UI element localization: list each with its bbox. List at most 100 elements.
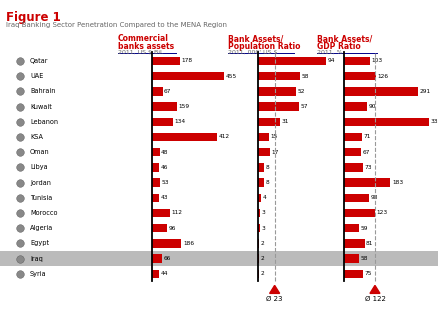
Text: 291: 291	[419, 89, 431, 94]
Bar	[344, 87, 418, 96]
Text: 31: 31	[282, 119, 290, 124]
Text: Kuwait: Kuwait	[30, 104, 52, 110]
Bar	[258, 163, 264, 172]
Bar	[344, 270, 363, 278]
Text: Algeria: Algeria	[30, 225, 53, 231]
Text: Ø 23: Ø 23	[266, 295, 283, 301]
Bar	[344, 133, 362, 141]
Text: 90: 90	[368, 104, 376, 109]
Bar	[258, 209, 260, 217]
Text: 103: 103	[371, 58, 383, 63]
Bar	[152, 163, 159, 172]
Bar	[258, 148, 270, 156]
Text: Bank Assets/: Bank Assets/	[317, 34, 372, 43]
Bar	[258, 270, 259, 278]
Text: 53: 53	[162, 180, 170, 185]
Text: Tunisia: Tunisia	[30, 195, 52, 201]
Bar	[152, 239, 181, 248]
Text: 48: 48	[161, 150, 169, 155]
Bar	[152, 148, 159, 156]
Text: 81: 81	[366, 241, 374, 246]
Bar	[152, 72, 224, 80]
Text: 8: 8	[265, 180, 269, 185]
Bar	[344, 194, 369, 202]
Bar	[344, 209, 375, 217]
Text: Jordan: Jordan	[30, 180, 51, 186]
Text: 52: 52	[297, 89, 304, 94]
Text: Qatar: Qatar	[30, 58, 49, 64]
Text: 94: 94	[328, 58, 335, 63]
Bar	[152, 270, 159, 278]
Bar	[344, 148, 361, 156]
Bar	[258, 102, 299, 111]
Bar	[344, 102, 367, 111]
Text: 8: 8	[265, 165, 269, 170]
Bar	[344, 178, 390, 187]
Text: 17: 17	[272, 150, 279, 155]
Bar	[258, 57, 326, 65]
Bar	[258, 194, 261, 202]
Text: 159: 159	[179, 104, 190, 109]
Text: 2: 2	[261, 256, 265, 261]
Text: 75: 75	[364, 271, 372, 276]
Text: 43: 43	[160, 195, 168, 200]
Bar	[258, 117, 280, 126]
Text: Population Ratio: Population Ratio	[228, 42, 300, 51]
Text: UAE: UAE	[30, 73, 43, 79]
Text: 73: 73	[364, 165, 371, 170]
Text: 15: 15	[270, 135, 278, 139]
Text: 3: 3	[261, 211, 265, 216]
Text: 66: 66	[164, 256, 171, 261]
Bar	[152, 57, 180, 65]
Text: 2011, %: 2011, %	[317, 50, 343, 55]
Text: 2011, 000' US $: 2011, 000' US $	[228, 50, 278, 55]
Text: banks assets: banks assets	[118, 42, 174, 51]
Text: 2011, US $ Bil.: 2011, US $ Bil.	[118, 50, 164, 55]
Bar	[344, 117, 429, 126]
Bar	[344, 239, 364, 248]
Text: Iraq: Iraq	[30, 256, 43, 262]
Text: Oman: Oman	[30, 149, 49, 155]
Polygon shape	[270, 286, 279, 293]
Text: 58: 58	[301, 74, 309, 79]
Text: 412: 412	[219, 135, 230, 139]
Bar	[344, 254, 359, 263]
Bar	[258, 178, 264, 187]
Bar	[152, 224, 167, 233]
Bar	[258, 239, 259, 248]
Text: 455: 455	[226, 74, 237, 79]
Text: 4: 4	[262, 195, 266, 200]
Text: 3: 3	[261, 226, 265, 231]
Text: 67: 67	[363, 150, 370, 155]
Bar	[152, 102, 177, 111]
Text: 59: 59	[360, 226, 368, 231]
Bar	[152, 117, 173, 126]
Text: Commercial: Commercial	[118, 34, 169, 43]
Text: Lebanon: Lebanon	[30, 119, 58, 125]
Bar	[0, 251, 438, 266]
Bar	[152, 254, 162, 263]
Text: 112: 112	[171, 211, 182, 216]
Text: 96: 96	[169, 226, 176, 231]
Text: Egypt: Egypt	[30, 241, 49, 246]
Text: GDP Ratio: GDP Ratio	[317, 42, 361, 51]
Bar	[152, 133, 217, 141]
Text: 186: 186	[183, 241, 194, 246]
Bar	[152, 178, 160, 187]
Text: 58: 58	[360, 256, 368, 261]
Text: KSA: KSA	[30, 134, 43, 140]
Text: 183: 183	[392, 180, 403, 185]
Bar	[344, 57, 370, 65]
Text: 67: 67	[164, 89, 172, 94]
Text: 2: 2	[261, 271, 265, 276]
Bar	[258, 224, 260, 233]
Text: 335: 335	[431, 119, 438, 124]
Polygon shape	[370, 286, 380, 293]
Text: Bahrain: Bahrain	[30, 88, 55, 94]
Bar	[344, 163, 363, 172]
Bar	[152, 87, 162, 96]
Text: Ø 122: Ø 122	[364, 295, 385, 301]
Text: 71: 71	[364, 135, 371, 139]
Text: 98: 98	[371, 195, 378, 200]
Text: 2: 2	[261, 241, 265, 246]
